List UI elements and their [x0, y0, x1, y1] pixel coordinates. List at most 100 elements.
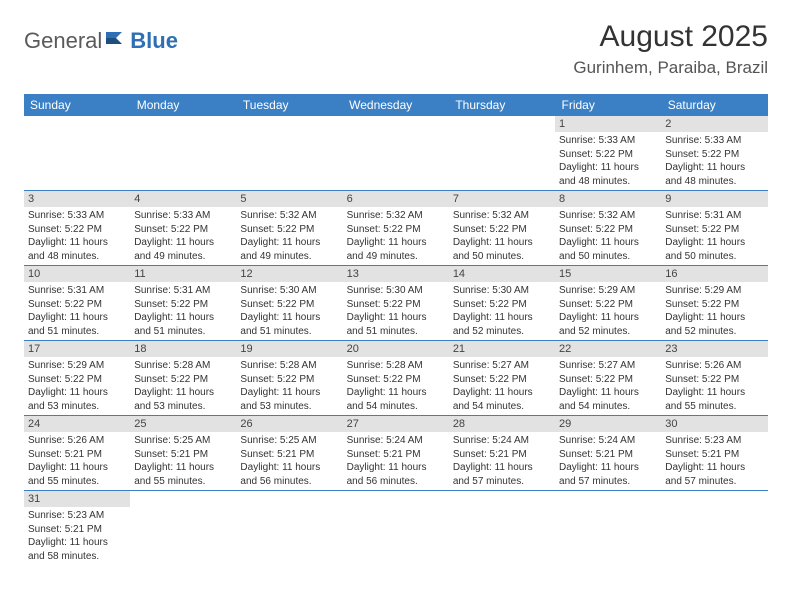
- calendar-cell: [236, 491, 342, 566]
- daylight-line2: and 48 minutes.: [28, 250, 126, 264]
- sunset-text: Sunset: 5:21 PM: [134, 448, 232, 462]
- day-number: 30: [661, 416, 767, 432]
- sunrise-text: Sunrise: 5:28 AM: [347, 359, 445, 373]
- sunset-text: Sunset: 5:22 PM: [28, 223, 126, 237]
- calendar-cell: 25Sunrise: 5:25 AMSunset: 5:21 PMDayligh…: [130, 416, 236, 491]
- sunset-text: Sunset: 5:22 PM: [240, 373, 338, 387]
- daylight-line1: Daylight: 11 hours: [559, 161, 657, 175]
- sunset-text: Sunset: 5:22 PM: [240, 298, 338, 312]
- day-number: 9: [661, 191, 767, 207]
- calendar-cell: [130, 491, 236, 566]
- daylight-line2: and 55 minutes.: [134, 475, 232, 489]
- day-details: Sunrise: 5:23 AMSunset: 5:21 PMDaylight:…: [24, 507, 130, 565]
- daylight-line2: and 53 minutes.: [134, 400, 232, 414]
- daylight-line1: Daylight: 11 hours: [240, 386, 338, 400]
- day-number: 14: [449, 266, 555, 282]
- day-number: 26: [236, 416, 342, 432]
- daylight-line2: and 56 minutes.: [240, 475, 338, 489]
- daylight-line2: and 54 minutes.: [453, 400, 551, 414]
- calendar-cell: [343, 491, 449, 566]
- calendar-week-row: 1Sunrise: 5:33 AMSunset: 5:22 PMDaylight…: [24, 116, 768, 191]
- col-thursday: Thursday: [449, 94, 555, 116]
- daylight-line1: Daylight: 11 hours: [559, 386, 657, 400]
- calendar-cell: 10Sunrise: 5:31 AMSunset: 5:22 PMDayligh…: [24, 266, 130, 341]
- calendar-cell: 16Sunrise: 5:29 AMSunset: 5:22 PMDayligh…: [661, 266, 767, 341]
- sunrise-text: Sunrise: 5:26 AM: [665, 359, 763, 373]
- day-details: Sunrise: 5:32 AMSunset: 5:22 PMDaylight:…: [449, 207, 555, 265]
- day-details: Sunrise: 5:24 AMSunset: 5:21 PMDaylight:…: [555, 432, 661, 490]
- day-number: 15: [555, 266, 661, 282]
- daylight-line1: Daylight: 11 hours: [453, 461, 551, 475]
- calendar-cell: [555, 491, 661, 566]
- calendar-cell: 18Sunrise: 5:28 AMSunset: 5:22 PMDayligh…: [130, 341, 236, 416]
- sunrise-text: Sunrise: 5:32 AM: [453, 209, 551, 223]
- calendar-cell: 28Sunrise: 5:24 AMSunset: 5:21 PMDayligh…: [449, 416, 555, 491]
- location-label: Gurinhem, Paraiba, Brazil: [573, 58, 768, 78]
- calendar-week-row: 3Sunrise: 5:33 AMSunset: 5:22 PMDaylight…: [24, 191, 768, 266]
- calendar-cell: 14Sunrise: 5:30 AMSunset: 5:22 PMDayligh…: [449, 266, 555, 341]
- sunset-text: Sunset: 5:22 PM: [453, 298, 551, 312]
- day-number: 12: [236, 266, 342, 282]
- day-header-row: Sunday Monday Tuesday Wednesday Thursday…: [24, 94, 768, 116]
- daylight-line1: Daylight: 11 hours: [134, 311, 232, 325]
- daylight-line2: and 51 minutes.: [240, 325, 338, 339]
- day-details: Sunrise: 5:29 AMSunset: 5:22 PMDaylight:…: [661, 282, 767, 340]
- col-sunday: Sunday: [24, 94, 130, 116]
- daylight-line1: Daylight: 11 hours: [240, 461, 338, 475]
- day-number: 22: [555, 341, 661, 357]
- sunrise-text: Sunrise: 5:31 AM: [665, 209, 763, 223]
- sunset-text: Sunset: 5:22 PM: [559, 373, 657, 387]
- calendar-cell: 30Sunrise: 5:23 AMSunset: 5:21 PMDayligh…: [661, 416, 767, 491]
- sunset-text: Sunset: 5:21 PM: [240, 448, 338, 462]
- sunset-text: Sunset: 5:22 PM: [665, 223, 763, 237]
- day-details: Sunrise: 5:33 AMSunset: 5:22 PMDaylight:…: [555, 132, 661, 190]
- logo-flag-icon: [106, 28, 128, 54]
- daylight-line1: Daylight: 11 hours: [665, 161, 763, 175]
- daylight-line1: Daylight: 11 hours: [28, 536, 126, 550]
- sunrise-text: Sunrise: 5:29 AM: [559, 284, 657, 298]
- calendar-cell: 27Sunrise: 5:24 AMSunset: 5:21 PMDayligh…: [343, 416, 449, 491]
- sunrise-text: Sunrise: 5:26 AM: [28, 434, 126, 448]
- daylight-line2: and 56 minutes.: [347, 475, 445, 489]
- sunset-text: Sunset: 5:22 PM: [134, 298, 232, 312]
- daylight-line1: Daylight: 11 hours: [28, 311, 126, 325]
- day-number: 18: [130, 341, 236, 357]
- daylight-line1: Daylight: 11 hours: [665, 311, 763, 325]
- day-details: Sunrise: 5:23 AMSunset: 5:21 PMDaylight:…: [661, 432, 767, 490]
- sunrise-text: Sunrise: 5:28 AM: [134, 359, 232, 373]
- daylight-line2: and 49 minutes.: [347, 250, 445, 264]
- sunset-text: Sunset: 5:22 PM: [240, 223, 338, 237]
- day-details: Sunrise: 5:33 AMSunset: 5:22 PMDaylight:…: [24, 207, 130, 265]
- daylight-line2: and 54 minutes.: [559, 400, 657, 414]
- daylight-line1: Daylight: 11 hours: [453, 386, 551, 400]
- calendar-week-row: 17Sunrise: 5:29 AMSunset: 5:22 PMDayligh…: [24, 341, 768, 416]
- sunrise-text: Sunrise: 5:24 AM: [559, 434, 657, 448]
- day-details: Sunrise: 5:24 AMSunset: 5:21 PMDaylight:…: [343, 432, 449, 490]
- sunrise-text: Sunrise: 5:25 AM: [134, 434, 232, 448]
- sunset-text: Sunset: 5:22 PM: [665, 148, 763, 162]
- calendar-cell: [130, 116, 236, 191]
- daylight-line1: Daylight: 11 hours: [453, 236, 551, 250]
- calendar-cell: 24Sunrise: 5:26 AMSunset: 5:21 PMDayligh…: [24, 416, 130, 491]
- daylight-line2: and 49 minutes.: [134, 250, 232, 264]
- sunrise-text: Sunrise: 5:33 AM: [665, 134, 763, 148]
- day-number: 8: [555, 191, 661, 207]
- daylight-line1: Daylight: 11 hours: [559, 236, 657, 250]
- sunrise-text: Sunrise: 5:30 AM: [240, 284, 338, 298]
- day-details: Sunrise: 5:32 AMSunset: 5:22 PMDaylight:…: [343, 207, 449, 265]
- day-number: 2: [661, 116, 767, 132]
- day-details: Sunrise: 5:31 AMSunset: 5:22 PMDaylight:…: [24, 282, 130, 340]
- daylight-line2: and 48 minutes.: [665, 175, 763, 189]
- calendar-cell: 20Sunrise: 5:28 AMSunset: 5:22 PMDayligh…: [343, 341, 449, 416]
- day-number: 31: [24, 491, 130, 507]
- daylight-line1: Daylight: 11 hours: [28, 236, 126, 250]
- calendar-cell: 17Sunrise: 5:29 AMSunset: 5:22 PMDayligh…: [24, 341, 130, 416]
- daylight-line1: Daylight: 11 hours: [559, 461, 657, 475]
- day-details: Sunrise: 5:28 AMSunset: 5:22 PMDaylight:…: [343, 357, 449, 415]
- daylight-line2: and 52 minutes.: [559, 325, 657, 339]
- logo-text-general: General: [24, 28, 102, 54]
- day-number: 3: [24, 191, 130, 207]
- sunset-text: Sunset: 5:22 PM: [453, 223, 551, 237]
- day-details: Sunrise: 5:24 AMSunset: 5:21 PMDaylight:…: [449, 432, 555, 490]
- daylight-line2: and 50 minutes.: [665, 250, 763, 264]
